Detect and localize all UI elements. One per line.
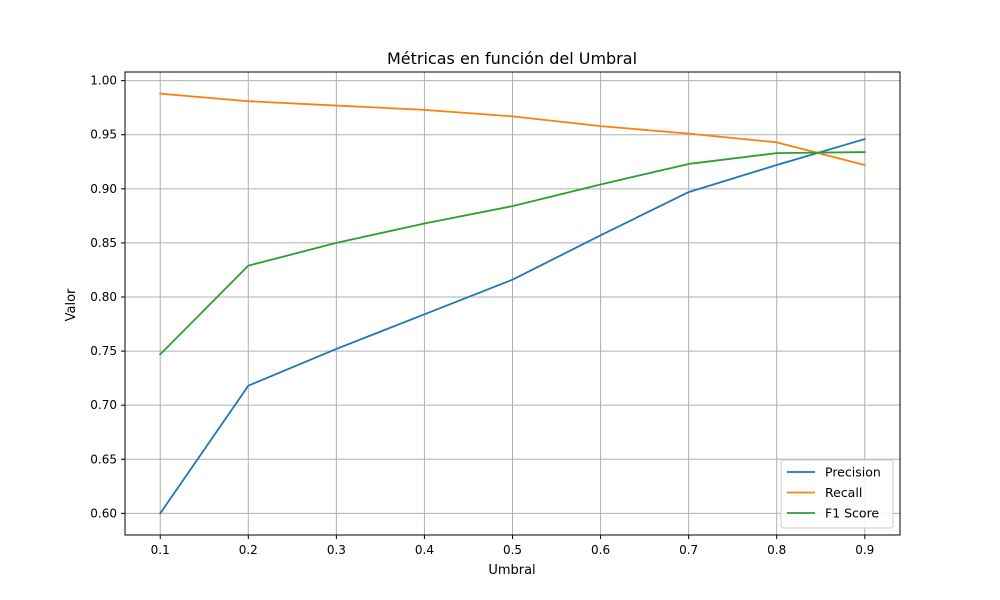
y-tick-label: 0.65 [90,452,117,466]
x-tick-label: 0.6 [591,543,610,557]
axis-ticks: 0.1 0.2 0.3 0.4 0.5 0.6 0.7 0.8 0.9 0.60 0.65 0.70 0… [90,74,874,557]
x-tick-label: 0.9 [855,543,874,557]
x-axis-label: Umbral [488,563,535,578]
y-tick-label: 0.70 [90,398,117,412]
y-tick-label: 1.00 [90,74,117,88]
y-tick-label: 0.95 [90,128,117,142]
x-tick-label: 0.7 [679,543,698,557]
y-tick-label: 0.85 [90,236,117,250]
legend: Precision Recall F1 Score [780,459,894,529]
legend-label: Recall [825,485,862,500]
y-tick-label: 0.80 [90,290,117,304]
x-tick-label: 0.8 [767,543,786,557]
y-tick-label: 0.75 [90,344,117,358]
series-line-precision [158,137,866,515]
series-line-recall [159,92,866,167]
series-line-f1-score [158,151,866,356]
legend-label: Precision [825,465,881,480]
legend-box [780,459,894,529]
x-tick-label: 0.3 [327,543,346,557]
y-tick-label: 0.60 [90,506,117,520]
y-tick-label: 0.90 [90,182,117,196]
series-layer [158,92,866,515]
x-tick-label: 0.1 [151,543,170,557]
grid [125,72,900,535]
x-tick-label: 0.4 [415,543,434,557]
chart-title: Métricas en función del Umbral [387,49,637,68]
x-tick-label: 0.2 [239,543,258,557]
x-tick-label: 0.5 [503,543,522,557]
legend-label: F1 Score [825,506,879,521]
y-axis-label: Valor [64,288,79,321]
